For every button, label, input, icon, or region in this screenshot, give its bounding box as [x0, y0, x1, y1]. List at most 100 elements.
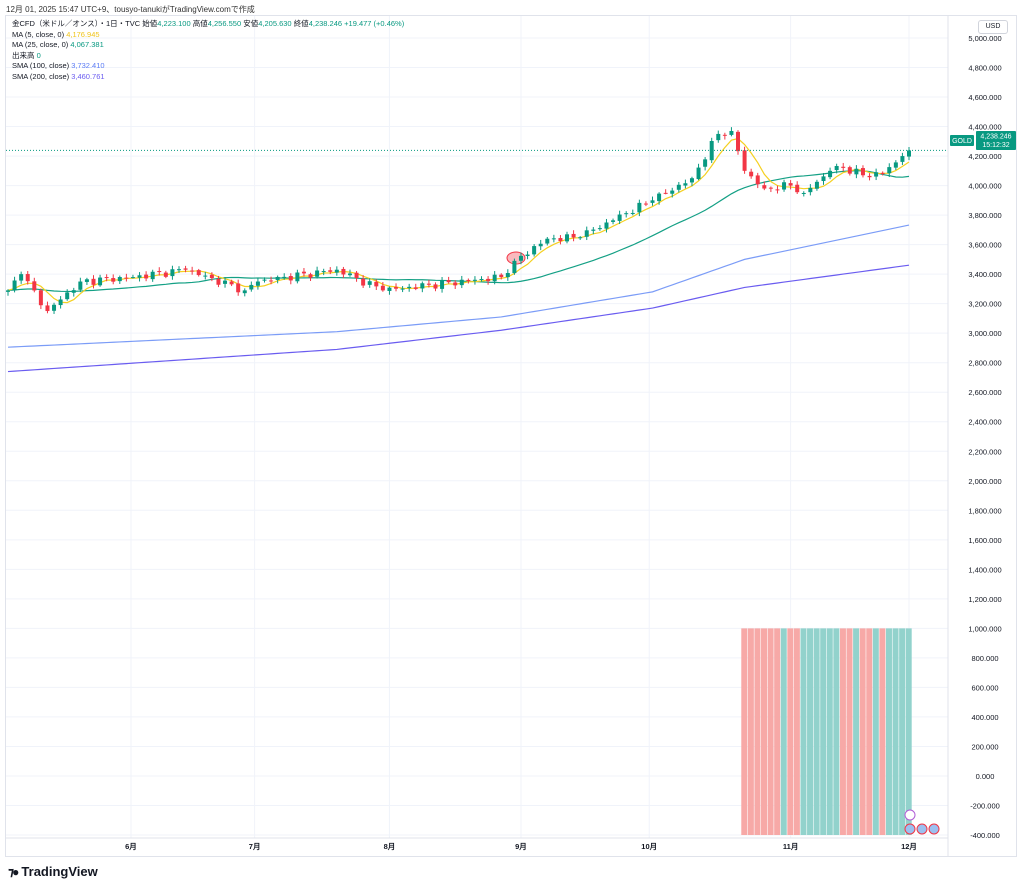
y-tick-label: 1,000.000 — [968, 624, 1001, 633]
candle-body — [301, 271, 306, 274]
candle-body — [275, 276, 280, 280]
candle-body — [413, 287, 418, 289]
candle-body — [584, 230, 589, 237]
candle-body — [137, 275, 142, 278]
candle-body — [518, 255, 523, 261]
candle-body — [814, 181, 819, 189]
candle-body — [12, 280, 17, 291]
candle-body — [505, 273, 510, 278]
legend-sma200[interactable]: SMA (200, close) 3,460.761 — [12, 72, 404, 83]
volume-bar — [859, 628, 866, 835]
legend-symbol-row[interactable]: 金CFD（米ドル／オンス）・1日・TVC 始値4,223.100 高値4,256… — [12, 19, 404, 30]
low-value: 4,205.630 — [258, 19, 292, 28]
volume-bar — [793, 628, 800, 835]
y-tick-label: 3,400.000 — [968, 270, 1001, 279]
volume-bar — [800, 628, 807, 835]
candle-body — [150, 271, 155, 280]
y-tick-label: 3,000.000 — [968, 329, 1001, 338]
volume-bar — [754, 628, 761, 835]
candle-body — [466, 279, 471, 282]
volume-bar — [872, 628, 879, 835]
candle-body — [98, 277, 103, 286]
price-tag-value: 4,238.246 — [980, 134, 1011, 141]
y-tick-label: 1,800.000 — [968, 506, 1001, 515]
currency-button[interactable]: USD — [978, 20, 1008, 34]
y-tick-label: 800.000 — [971, 654, 998, 663]
candle-body — [900, 156, 905, 162]
volume-bar — [767, 628, 774, 835]
open-label: 始値 — [142, 19, 158, 28]
candle-body — [472, 279, 477, 281]
candle-body — [887, 167, 892, 174]
candle-body — [650, 200, 655, 203]
candle-body — [571, 233, 576, 238]
candle-body — [630, 212, 635, 214]
candle-body — [676, 184, 681, 190]
ma25-line — [7, 169, 910, 293]
candle-body — [321, 271, 326, 273]
candle-body — [216, 278, 221, 285]
volume-label: 出来高 — [12, 50, 35, 60]
candle-body — [144, 274, 149, 279]
candle-body — [736, 131, 741, 152]
volume-bar — [846, 628, 853, 835]
candle-body — [782, 182, 787, 190]
candle-body — [716, 133, 721, 141]
candle-body — [860, 168, 865, 176]
volume-bar — [866, 628, 873, 835]
candle-body — [893, 162, 898, 168]
volume-bar — [774, 628, 781, 835]
tradingview-logo[interactable]: ⁊● TradingView — [8, 864, 98, 879]
candle-body — [209, 274, 214, 279]
change-value: +19.477 (+0.46%) — [344, 19, 405, 28]
y-tick-label: -400.000 — [970, 831, 1000, 840]
volume-bar — [839, 628, 846, 835]
candle-body — [45, 305, 50, 312]
y-tick-label: 2,200.000 — [968, 447, 1001, 456]
candle-body — [38, 290, 43, 306]
y-tick-label: 2,600.000 — [968, 388, 1001, 397]
legend-ma5[interactable]: MA (5, close, 0) 4,176.945 — [12, 30, 404, 41]
candle-body — [52, 304, 57, 311]
volume-bar — [905, 628, 912, 835]
candle-body — [703, 159, 708, 167]
candle-body — [551, 238, 556, 240]
y-tick-label: 4,600.000 — [968, 93, 1001, 102]
candle-body — [269, 280, 274, 282]
candle-body — [6, 290, 10, 292]
y-tick-label: 600.000 — [971, 683, 998, 692]
legend-sma100[interactable]: SMA (100, close) 3,732.410 — [12, 61, 404, 72]
sma200-line — [7, 264, 910, 373]
y-tick-label: 1,400.000 — [968, 565, 1001, 574]
candle-body — [288, 276, 293, 281]
candle-body — [775, 189, 780, 191]
high-value: 4,256.550 — [207, 19, 242, 28]
y-tick-label: 4,400.000 — [968, 123, 1001, 132]
volume-bar — [780, 628, 787, 835]
high-label: 高値 — [192, 19, 208, 28]
candle-body — [459, 279, 464, 286]
candle-body — [190, 270, 195, 272]
candle-body — [111, 278, 116, 282]
candle-body — [71, 290, 76, 293]
candle-body — [124, 277, 129, 279]
y-tick-label: 4,200.000 — [968, 152, 1001, 161]
candle-body — [749, 171, 754, 177]
candle-body — [755, 175, 760, 185]
candle-body — [742, 150, 747, 171]
candle-body — [453, 282, 458, 286]
candle-body — [801, 192, 806, 194]
candle-body — [565, 234, 570, 242]
candle-body — [637, 202, 642, 213]
candle-body — [361, 278, 366, 286]
legend-ma25[interactable]: MA (25, close, 0) 4,067.381 — [12, 40, 404, 51]
x-tick-label: 6月 — [125, 842, 137, 851]
candle-body — [308, 274, 313, 278]
candle-body — [670, 190, 675, 194]
candle-body — [558, 238, 563, 242]
candle-body — [663, 192, 668, 194]
legend-volume[interactable]: 出来高 0 — [12, 51, 404, 62]
countdown-label: 15:12:32 — [982, 142, 1009, 149]
volume-bar — [833, 628, 840, 835]
